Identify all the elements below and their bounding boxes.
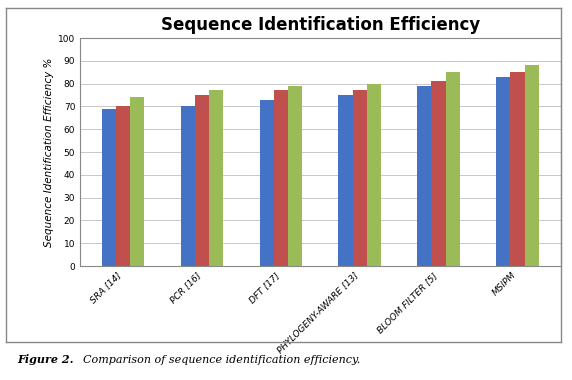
Text: Comparison of sequence identification efficiency.: Comparison of sequence identification ef… bbox=[83, 355, 360, 365]
Bar bbox=[195, 95, 209, 266]
Bar bbox=[102, 109, 116, 266]
Bar bbox=[339, 95, 353, 266]
Bar bbox=[116, 106, 130, 266]
Bar bbox=[288, 86, 302, 266]
Bar bbox=[353, 90, 367, 266]
Bar bbox=[525, 65, 539, 266]
Bar bbox=[510, 72, 525, 266]
Title: Sequence Identification Efficiency: Sequence Identification Efficiency bbox=[161, 16, 480, 34]
Text: Figure 2.: Figure 2. bbox=[17, 354, 74, 365]
Bar bbox=[431, 81, 446, 266]
Bar bbox=[209, 90, 223, 266]
Bar bbox=[274, 90, 288, 266]
Bar bbox=[181, 106, 195, 266]
Bar bbox=[418, 86, 431, 266]
Bar bbox=[367, 84, 381, 266]
Bar bbox=[446, 72, 460, 266]
Bar bbox=[260, 100, 274, 266]
Bar bbox=[130, 97, 145, 266]
Bar bbox=[496, 77, 510, 266]
Y-axis label: Sequence Identification Efficiency %: Sequence Identification Efficiency % bbox=[44, 57, 54, 247]
